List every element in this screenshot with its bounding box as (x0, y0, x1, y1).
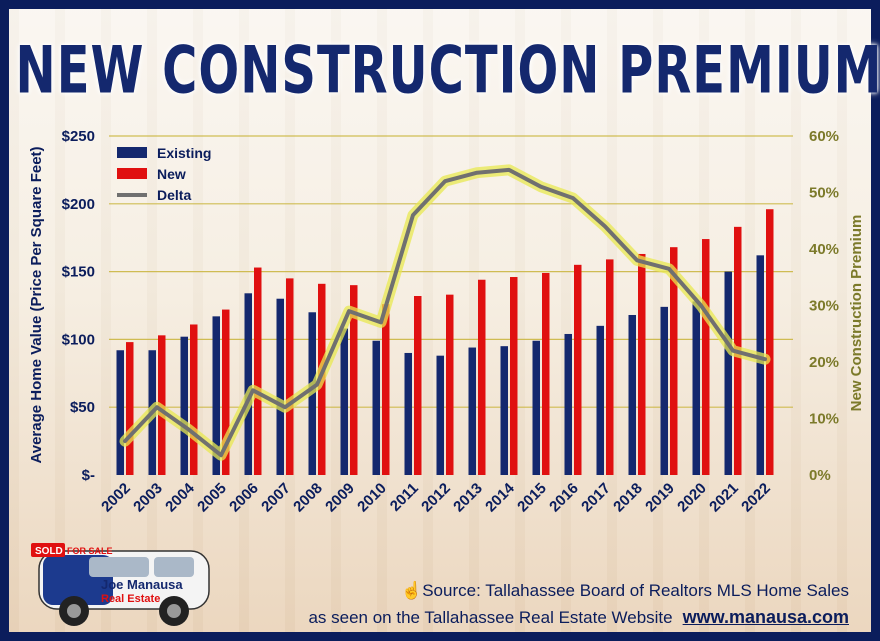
x-tick-label: 2008 (290, 480, 326, 516)
bar-new (606, 259, 614, 475)
bar-new (574, 264, 582, 475)
x-tick-label: 2007 (258, 480, 294, 516)
car-brand-line2: Real Estate (101, 593, 160, 605)
y-tick-label: $100 (62, 331, 95, 348)
chart-title: NEW CONSTRUCTION PREMIUM (15, 33, 880, 109)
x-tick-label: 2005 (194, 480, 230, 516)
source-note: ☝Source: Tallahassee Board of Realtors M… (308, 577, 849, 631)
hand-pointer-icon: ☝ (401, 581, 423, 600)
x-tick-label: 2011 (387, 480, 422, 515)
x-tick-label: 2012 (418, 480, 454, 516)
chart-svg: $- $50 $100 $150 $200 $250 0% 10% 20% 30% 40% 50% 60… (28, 128, 865, 516)
bar-existing (276, 298, 284, 475)
x-tick-label: 2004 (162, 479, 198, 515)
bar-new (766, 209, 774, 475)
y-axis-label: Average Home Value (Price Per Square Fee… (28, 146, 45, 463)
x-tick-label: 2002 (98, 480, 134, 516)
x-tick-label: 2019 (642, 480, 678, 516)
bar-existing (180, 336, 188, 475)
bar-existing (404, 352, 412, 475)
legend-swatch (117, 168, 147, 179)
bar-new (286, 278, 294, 475)
source-url[interactable]: www.manausa.com (682, 607, 849, 627)
bar-new (702, 239, 710, 475)
for-sale-sign: FOR SALE (67, 546, 113, 556)
bar-existing (212, 316, 220, 475)
x-tick-label: 2014 (482, 479, 518, 515)
y-tick-label: $150 (62, 264, 95, 281)
bars (116, 209, 774, 475)
y2-tick-label: 20% (809, 354, 839, 371)
bar-existing (500, 346, 508, 475)
bar-existing (116, 350, 124, 475)
legend-label: Existing (157, 145, 211, 161)
delta-line-path (123, 167, 767, 458)
x-tick-label: 2013 (450, 480, 486, 516)
legend: Existing New Delta (117, 145, 211, 203)
bar-existing (660, 306, 668, 475)
bar-new (190, 324, 198, 475)
bar-existing (628, 314, 636, 475)
bar-existing (596, 325, 604, 475)
bar-existing (340, 328, 348, 475)
car-brand-line1: Joe Manausa (101, 577, 183, 592)
bar-new (542, 272, 550, 475)
bar-existing (532, 340, 540, 475)
y2-axis-label: New Construction Premium (848, 215, 865, 412)
bar-new (510, 277, 518, 475)
bar-existing (692, 301, 700, 475)
bar-existing (564, 333, 572, 475)
y2-tick-label: 60% (809, 128, 839, 145)
delta-line-glow (119, 164, 771, 461)
x-tick-label: 2020 (674, 480, 710, 516)
x-tick-label: 2016 (546, 480, 582, 516)
x-tick-label: 2009 (322, 480, 358, 516)
bar-existing (468, 347, 476, 475)
bar-new (350, 285, 358, 475)
legend-label: New (157, 166, 186, 182)
legend-label: Delta (157, 187, 191, 203)
x-tick-label: 2022 (738, 480, 774, 516)
bar-existing (244, 293, 252, 475)
delta-line (119, 164, 771, 461)
x-tick-label: 2010 (354, 480, 390, 516)
bar-new (126, 342, 134, 475)
x-tick-label: 2006 (226, 480, 262, 516)
bar-existing (372, 340, 380, 475)
y-tick-label: $- (82, 467, 95, 484)
y-tick-label: $250 (62, 128, 95, 145)
x-tick-label: 2017 (578, 480, 614, 516)
bar-new (254, 267, 262, 475)
x-tick-label: 2015 (514, 480, 550, 516)
bar-existing (436, 355, 444, 475)
x-tick-label: 2021 (706, 480, 742, 516)
bar-new (446, 294, 454, 475)
bar-new (670, 247, 678, 475)
legend-swatch (117, 147, 147, 158)
y-tick-label: $50 (70, 399, 95, 416)
x-tick-label: 2018 (610, 480, 646, 516)
source-line2: as seen on the Tallahassee Real Estate W… (308, 608, 673, 627)
bar-new (382, 304, 390, 475)
sold-sign: SOLD (35, 546, 63, 557)
bar-new (414, 296, 422, 475)
bar-new (222, 309, 230, 475)
source-line1: Source: Tallahassee Board of Realtors ML… (422, 581, 849, 600)
bar-new (638, 253, 646, 475)
bar-existing (724, 271, 732, 475)
y2-tick-label: 40% (809, 241, 839, 258)
car-logo: SOLD FOR SALE Joe Manausa Real Estate (31, 543, 210, 626)
y-tick-label: $200 (62, 196, 95, 213)
x-tick-label: 2003 (130, 480, 166, 516)
y2-tick-label: 30% (809, 298, 839, 315)
y2-tick-label: 10% (809, 411, 839, 428)
y2-tick-label: 50% (809, 185, 839, 202)
y2-tick-label: 0% (809, 467, 831, 484)
bar-existing (756, 255, 764, 475)
bar-new (478, 279, 486, 475)
